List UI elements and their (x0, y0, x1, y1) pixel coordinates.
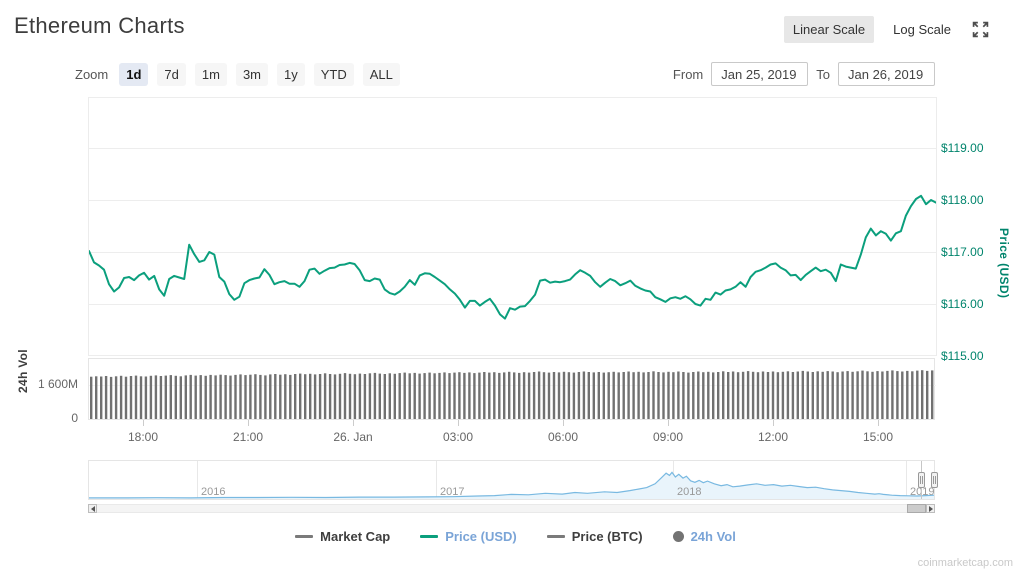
scrollbar-right-arrow[interactable] (926, 504, 935, 513)
chart-legend: Market Cap Price (USD) Price (BTC) 24h V… (0, 529, 1031, 544)
scrollbar-track[interactable] (97, 504, 926, 513)
legend-item-price-btc[interactable]: Price (BTC) (546, 529, 643, 544)
zoom-toolbar: Zoom 1d 7d 1m 3m 1y YTD ALL (75, 63, 400, 86)
legend-label: Price (USD) (445, 529, 517, 544)
volume-axis-tick: 1 600M (37, 377, 78, 391)
to-date-input[interactable] (838, 62, 935, 86)
legend-label: Market Cap (320, 529, 391, 544)
gridline (89, 385, 936, 386)
price-usd-swatch (420, 535, 439, 538)
gridline (89, 97, 936, 98)
x-axis-label: 12:00 (757, 430, 789, 444)
gridline (89, 252, 936, 253)
scrollbar-thumb[interactable] (907, 504, 926, 513)
menu-icon[interactable] (1000, 23, 1017, 36)
from-label: From (672, 66, 704, 82)
legend-item-24h-vol[interactable]: 24h Vol (672, 529, 736, 544)
price-chart-plot-area[interactable] (88, 97, 937, 356)
x-axis-label: 21:00 (232, 430, 264, 444)
from-date-input[interactable] (711, 62, 809, 86)
price-axis-tick: $116.00 (941, 297, 984, 311)
zoom-label: Zoom (75, 67, 109, 82)
x-axis-label: 09:00 (652, 430, 684, 444)
x-axis-label: 03:00 (442, 430, 474, 444)
header-controls: Linear Scale Log Scale (783, 16, 1017, 43)
price-axis-tick: $115.00 (941, 349, 984, 363)
legend-label: 24h Vol (690, 529, 736, 544)
navigator-year-label: 2018 (677, 486, 702, 498)
date-range-controls: From To (673, 62, 935, 86)
navigator-year-label: 2016 (201, 486, 226, 498)
gridline (906, 461, 907, 499)
navigator-right-handle[interactable] (931, 472, 938, 488)
price-axis-title: Price (USD) (997, 228, 1011, 299)
price-axis-tick: $119.00 (941, 141, 984, 155)
zoom-button-ytd[interactable]: YTD (313, 63, 354, 86)
zoom-button-1d[interactable]: 1d (119, 63, 149, 86)
zoom-button-3m[interactable]: 3m (235, 63, 268, 86)
price-btc-swatch (546, 535, 565, 538)
gridline (436, 461, 437, 499)
gridline (89, 304, 936, 305)
gridline (89, 200, 936, 201)
x-axis-label: 26. Jan (333, 430, 373, 444)
price-axis-tick: $117.00 (941, 245, 984, 259)
volume-axis-tick: 0 (71, 411, 78, 425)
fullscreen-icon[interactable] (970, 20, 990, 40)
volume-axis-title: 24h Vol (16, 349, 30, 393)
to-label: To (816, 66, 830, 82)
x-axis-tick (248, 420, 249, 426)
x-axis-tick (773, 420, 774, 426)
x-axis-tick (668, 420, 669, 426)
volume-bar-series (90, 370, 934, 419)
log-scale-button[interactable]: Log Scale (893, 22, 951, 37)
legend-item-market-cap[interactable]: Market Cap (295, 529, 390, 544)
zoom-button-1m[interactable]: 1m (194, 63, 227, 86)
scrollbar-left-arrow[interactable] (88, 504, 97, 513)
navigator-year-label: 2017 (440, 486, 465, 498)
x-axis-label: 06:00 (547, 430, 579, 444)
price-axis-tick: $118.00 (941, 193, 984, 207)
zoom-button-1y[interactable]: 1y (277, 63, 305, 86)
legend-item-price-usd[interactable]: Price (USD) (420, 529, 517, 544)
linear-scale-button[interactable]: Linear Scale (783, 16, 875, 43)
navigator-area-series (89, 471, 934, 499)
page-title: Ethereum Charts (14, 13, 185, 38)
x-axis-tick (353, 420, 354, 426)
zoom-button-7d[interactable]: 7d (157, 63, 186, 86)
gridline (89, 355, 936, 356)
range-navigator[interactable]: 2016 2017 2018 2019 (88, 460, 938, 500)
x-axis-tick (458, 420, 459, 426)
24h-vol-swatch (672, 531, 684, 542)
x-axis-tick (878, 420, 879, 426)
zoom-button-all[interactable]: ALL (362, 63, 400, 86)
x-axis-label: 15:00 (862, 430, 894, 444)
x-axis-tick (563, 420, 564, 426)
navigator-year-label: 2019 (910, 486, 935, 498)
gridline (197, 461, 198, 499)
watermark: coinmarketcap.com (917, 557, 1013, 569)
x-axis-label: 18:00 (127, 430, 159, 444)
navigator-left-handle[interactable] (918, 472, 925, 488)
x-axis-tick (143, 420, 144, 426)
price-line-series (89, 194, 936, 320)
market-cap-swatch (295, 535, 314, 538)
volume-chart-plot-area[interactable] (88, 358, 936, 420)
gridline (89, 148, 936, 149)
legend-label: Price (BTC) (571, 529, 643, 544)
